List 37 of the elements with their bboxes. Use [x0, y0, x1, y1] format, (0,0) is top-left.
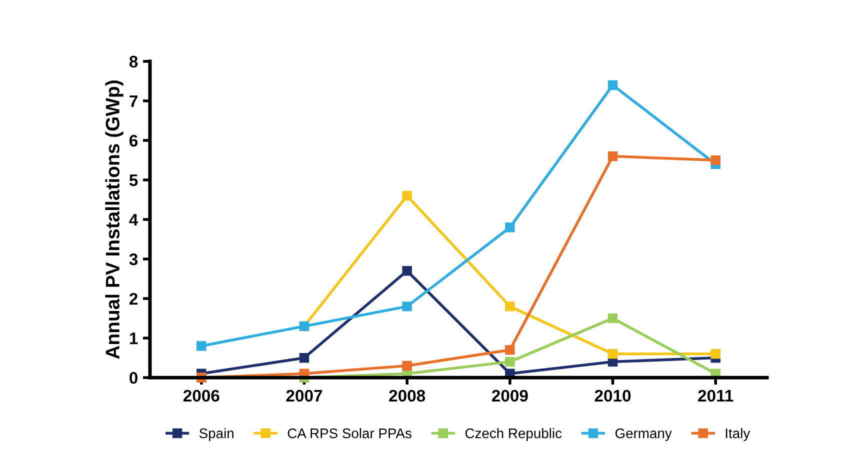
- point: [505, 222, 515, 232]
- point: [402, 360, 412, 371]
- y-tick-label: 2: [129, 292, 138, 305]
- legend-label: Germany: [615, 428, 672, 441]
- x-tick-label: 2010: [594, 390, 631, 402]
- legend-label: Spain: [199, 428, 234, 441]
- legend-label: Czech Republic: [465, 428, 562, 441]
- legend-label: Italy: [726, 428, 750, 441]
- point: [608, 151, 618, 162]
- point: [402, 302, 412, 312]
- point: [299, 352, 310, 363]
- point: [505, 345, 515, 355]
- point: [608, 80, 618, 90]
- x-tick-label: 2011: [698, 390, 734, 402]
- y-tick-label: 0: [130, 372, 138, 384]
- y-tick-label: 1: [130, 332, 138, 344]
- x-tick-label: 2008: [389, 390, 426, 402]
- y-tick-label: 8: [129, 56, 138, 68]
- point: [608, 313, 618, 324]
- x-tick-label: 2009: [492, 390, 528, 402]
- point: [505, 356, 515, 367]
- point: [505, 302, 515, 312]
- point: [710, 349, 720, 359]
- point: [402, 190, 412, 201]
- point: [608, 349, 618, 359]
- x-tick-label: 2006: [183, 390, 220, 402]
- legend-label: CA RPS Solar PPAs: [288, 428, 412, 438]
- y-tick-label: 3: [129, 253, 138, 266]
- y-tick-label: 5: [129, 174, 138, 186]
- y-axis-title: Annual PV Installations (GWp): [105, 80, 124, 359]
- point: [196, 341, 206, 351]
- point: [402, 266, 412, 276]
- x-tick-label: 2007: [286, 390, 322, 402]
- y-tick-label: 4: [129, 214, 138, 226]
- y-tick-label: 7: [130, 95, 138, 107]
- point: [710, 155, 720, 166]
- y-tick-label: 6: [130, 134, 138, 147]
